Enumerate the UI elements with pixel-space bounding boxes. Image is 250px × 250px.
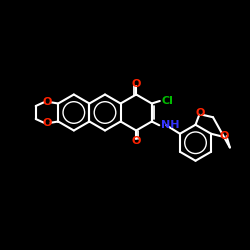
Text: O: O (220, 131, 229, 141)
Text: O: O (196, 108, 205, 118)
Text: O: O (132, 79, 141, 89)
Text: O: O (132, 136, 141, 146)
Text: O: O (42, 97, 52, 107)
Text: O: O (42, 118, 52, 128)
Text: Cl: Cl (161, 96, 173, 106)
Text: NH: NH (160, 120, 179, 130)
